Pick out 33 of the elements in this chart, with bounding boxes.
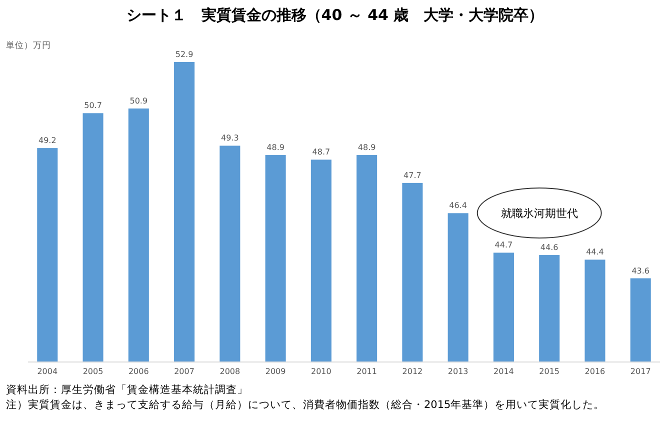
data-label: 50.9 [130,96,148,106]
text: 注）実質賃金は、きまって支給する給与（月給）について、消費者物価指数（総合・2015年基準）を用いて実質化した。 [6,398,605,411]
x-tick-label: 2007 [174,367,194,376]
text: 単位）万円 [6,40,51,51]
chart-title: シート１ 実質賃金の推移（40 ～ 44 歳 大学・大学院卒） [126,6,544,24]
data-label: 49.2 [38,136,56,146]
data-label: 46.4 [449,201,467,210]
x-tick-label: 2012 [402,367,423,376]
x-tick-label: 2008 [220,367,240,376]
data-label: 44.4 [586,248,604,257]
data-label: 47.7 [404,170,422,180]
data-label: 49.3 [221,134,239,143]
data-label: 48.9 [266,143,284,152]
data-label: 50.7 [84,101,102,110]
x-tick-label: 2011 [356,367,377,376]
x-tick-label: 2014 [494,367,514,376]
x-tick-label: 2004 [37,367,58,376]
x-tick-label: 2013 [448,367,468,376]
x-tick-label: 2009 [265,367,286,376]
data-label: 44.6 [540,243,558,252]
data-label: 48.7 [312,148,330,157]
x-tick-label: 2015 [539,367,560,376]
text: 資料出所：厚生労働省「賃金構造基本統計調査」 [6,383,248,396]
data-label: 44.7 [494,240,513,250]
data-label: 48.9 [358,143,376,152]
data-label: 52.9 [175,50,194,59]
x-tick-label: 2006 [128,367,149,376]
x-tick-label: 2017 [630,367,651,376]
x-tick-label: 2005 [82,367,104,376]
x-tick-label: 2016 [584,367,606,376]
data-label: 43.6 [632,266,650,276]
annotation: 就職氷河期世代 [500,207,578,220]
x-tick-label: 2010 [311,367,332,376]
